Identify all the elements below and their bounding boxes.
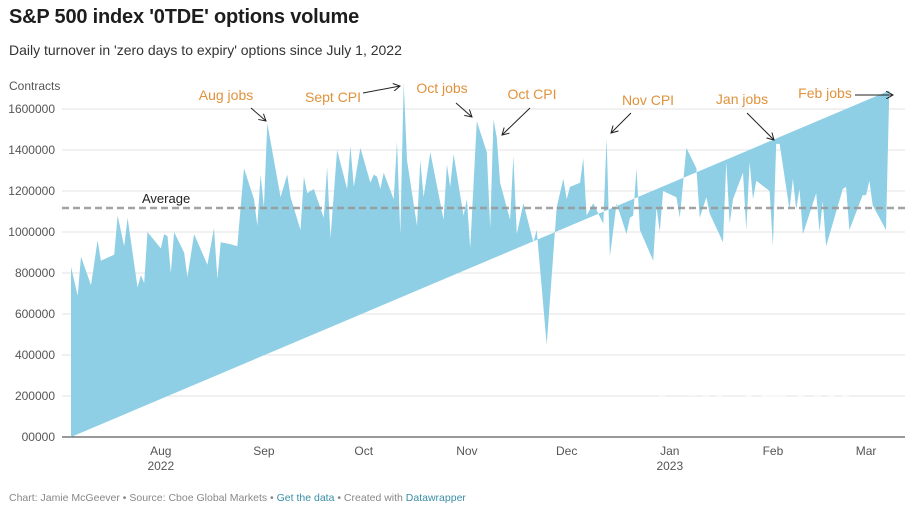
annotation-label: Jan jobs — [716, 91, 768, 107]
volume-area — [71, 82, 890, 438]
x-tick-label: Sep — [253, 444, 275, 458]
y-tick-label: 600000 — [15, 307, 55, 321]
annotation-label: Nov CPI — [622, 92, 674, 108]
x-tick-label: Jan — [660, 444, 679, 458]
x-tick-label: Oct — [354, 444, 373, 458]
x-tick-label: Aug — [150, 444, 171, 458]
y-tick-label: 1200000 — [8, 184, 55, 198]
x-tick-year: 2022 — [147, 459, 174, 473]
footer: Chart: Jamie McGeever • Source: Cboe Glo… — [9, 492, 466, 504]
chart-subtitle: Daily turnover in 'zero days to expiry' … — [9, 42, 402, 58]
y-tick-label: 1600000 — [8, 102, 55, 116]
annotation-arrow — [455, 102, 472, 117]
footer-created: • Created with — [334, 492, 406, 504]
y-tick-label: 00000 — [22, 430, 56, 444]
annotation-arrow — [746, 112, 774, 140]
y-tick-label: 1400000 — [8, 143, 55, 157]
x-tick-year: 2023 — [656, 459, 683, 473]
annotation-arrow — [611, 112, 632, 133]
footer-credit: Chart: Jamie McGeever • Source: Cboe Glo… — [9, 492, 277, 504]
annotation-label: Aug jobs — [199, 87, 253, 103]
annotation-label: Sept CPI — [305, 89, 361, 105]
annotation-label: Feb jobs — [798, 85, 852, 101]
chart-title: S&P 500 index '0TDE' options volume — [9, 6, 360, 28]
annotation-arrow — [502, 107, 531, 135]
average-label: Average — [142, 191, 190, 206]
x-tick-label: Mar — [856, 444, 877, 458]
get-data-link[interactable]: Get the data — [276, 492, 335, 504]
y-tick-label: 1000000 — [8, 225, 55, 239]
y-tick-label: 400000 — [15, 348, 55, 362]
datawrapper-link[interactable]: Datawrapper — [405, 492, 466, 504]
y-tick-label: 200000 — [15, 389, 55, 403]
watermark-logo: FastBull — [655, 370, 852, 426]
x-tick-label: Dec — [556, 444, 577, 458]
annotation-label: Oct jobs — [416, 80, 467, 96]
annotation-arrow — [362, 86, 400, 94]
y-axis-label: Contracts — [9, 79, 60, 93]
annotation-label: Oct CPI — [507, 86, 556, 102]
x-tick-label: Feb — [763, 444, 784, 458]
annotation-arrow — [250, 107, 266, 121]
x-tick-label: Nov — [456, 444, 477, 458]
y-tick-label: 800000 — [15, 266, 55, 280]
